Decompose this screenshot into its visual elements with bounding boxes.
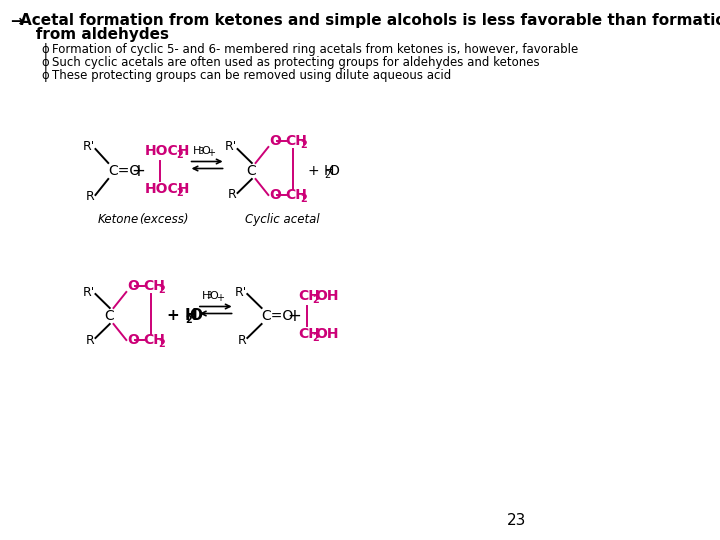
Text: HOCH: HOCH xyxy=(145,182,191,196)
Text: R: R xyxy=(86,191,95,204)
Text: R: R xyxy=(238,334,246,347)
Text: 3: 3 xyxy=(199,146,204,156)
Text: R': R' xyxy=(83,286,95,299)
Text: Formation of cyclic 5- and 6- membered ring acetals from ketones is, however, fa: Formation of cyclic 5- and 6- membered r… xyxy=(52,43,578,56)
Text: ɸ: ɸ xyxy=(41,69,49,82)
Text: These protecting groups can be removed using dilute aqueous acid: These protecting groups can be removed u… xyxy=(52,69,451,82)
Text: O: O xyxy=(328,164,339,178)
Text: C: C xyxy=(104,309,114,323)
Text: 3: 3 xyxy=(207,292,212,300)
Text: O: O xyxy=(127,333,139,347)
Text: +: + xyxy=(287,307,301,325)
Text: Such cyclic acetals are often used as protecting groups for aldehydes and ketone: Such cyclic acetals are often used as pr… xyxy=(52,56,539,69)
Text: OH: OH xyxy=(315,327,339,341)
Text: +: + xyxy=(216,293,224,303)
Text: Acetal formation from ketones and simple alcohols is less favorable than formati: Acetal formation from ketones and simple… xyxy=(19,13,720,28)
Text: O: O xyxy=(269,188,281,202)
Text: C: C xyxy=(246,164,256,178)
Text: Ketone: Ketone xyxy=(97,213,139,226)
Text: O: O xyxy=(210,291,218,301)
Text: 23: 23 xyxy=(507,513,526,528)
Text: CH: CH xyxy=(143,333,166,347)
Text: from aldehydes: from aldehydes xyxy=(19,27,168,42)
Text: 2: 2 xyxy=(312,295,320,305)
Text: HOCH: HOCH xyxy=(145,144,191,158)
Text: 2: 2 xyxy=(312,333,320,343)
Text: CH: CH xyxy=(143,279,166,293)
Text: R': R' xyxy=(83,140,95,153)
Text: O: O xyxy=(127,279,139,293)
Text: + H: + H xyxy=(167,308,197,323)
Text: 2: 2 xyxy=(325,170,331,180)
Text: 2: 2 xyxy=(300,194,307,204)
Text: R': R' xyxy=(234,286,246,299)
Text: 2: 2 xyxy=(186,315,192,325)
Text: R': R' xyxy=(225,140,237,153)
Text: ɸ: ɸ xyxy=(41,43,49,56)
Text: 2: 2 xyxy=(176,188,184,198)
Text: +: + xyxy=(132,162,145,180)
Text: 2: 2 xyxy=(158,339,165,349)
Text: 2: 2 xyxy=(176,150,184,160)
Text: CH: CH xyxy=(286,188,307,202)
Text: R: R xyxy=(228,188,237,201)
Text: H: H xyxy=(202,291,210,301)
Text: CH: CH xyxy=(298,289,320,303)
Text: Cyclic acetal: Cyclic acetal xyxy=(245,213,319,226)
Text: C=O: C=O xyxy=(108,164,140,178)
Text: CH: CH xyxy=(286,134,307,148)
Text: CH: CH xyxy=(298,327,320,341)
Text: +: + xyxy=(207,148,215,158)
Text: O: O xyxy=(269,134,281,148)
Text: OH: OH xyxy=(315,289,339,303)
Text: 2: 2 xyxy=(300,140,307,150)
Text: →: → xyxy=(11,13,23,28)
Text: H: H xyxy=(193,146,202,156)
Text: + H: + H xyxy=(308,164,335,178)
Text: ɸ: ɸ xyxy=(41,56,49,69)
Text: O: O xyxy=(202,146,210,156)
Text: C=O: C=O xyxy=(261,309,293,323)
Text: (excess): (excess) xyxy=(139,213,189,226)
Text: 2: 2 xyxy=(158,285,165,295)
Text: R: R xyxy=(86,334,95,347)
Text: O: O xyxy=(189,308,202,323)
